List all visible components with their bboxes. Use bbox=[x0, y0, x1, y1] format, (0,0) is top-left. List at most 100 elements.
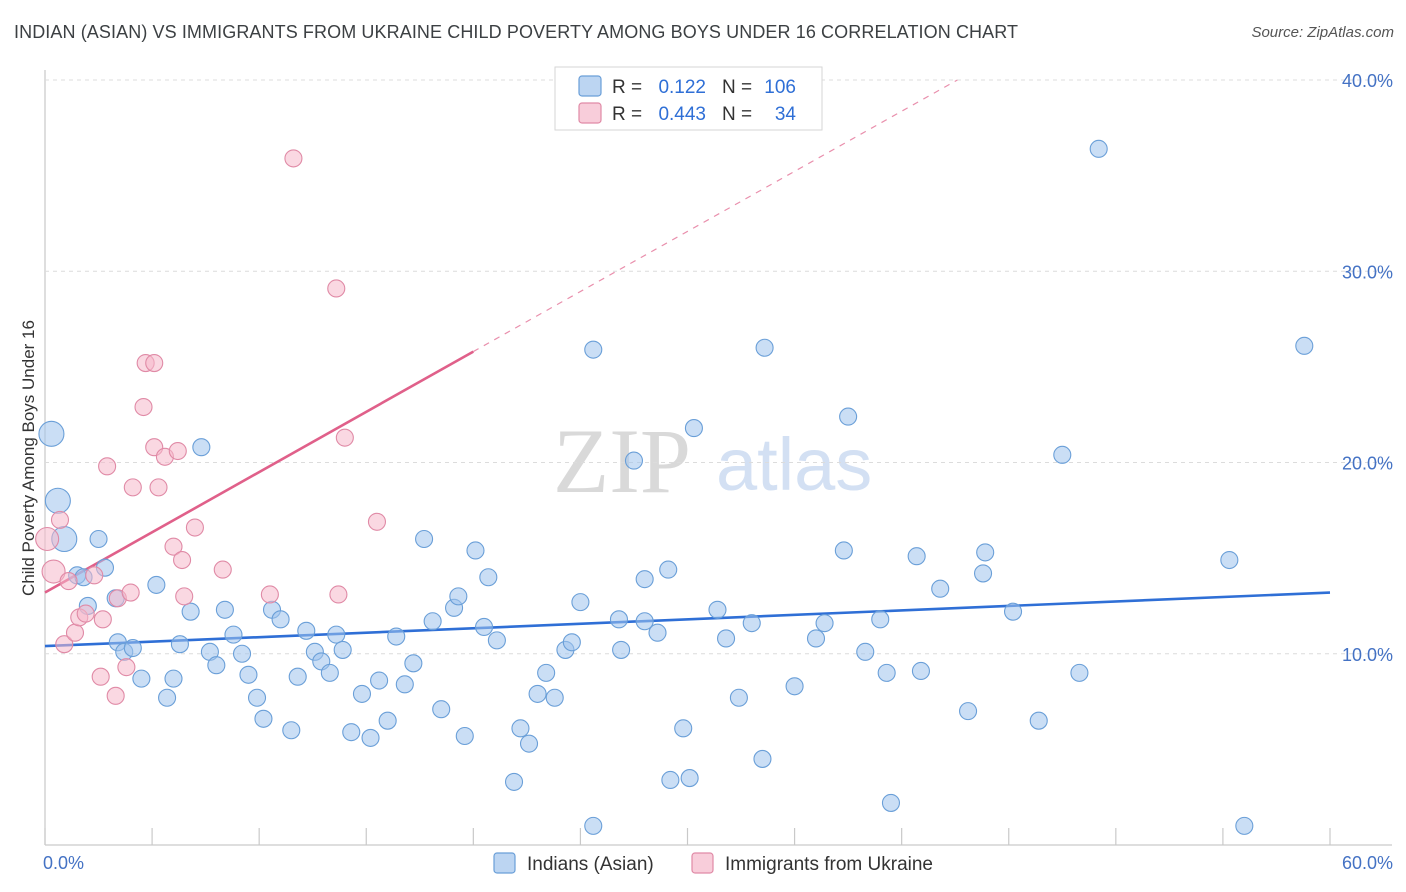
ukraine-point bbox=[59, 572, 78, 591]
ukraine-point bbox=[367, 512, 387, 531]
ukraine-point bbox=[168, 441, 187, 461]
indians-point bbox=[395, 675, 414, 694]
indians-point bbox=[1003, 602, 1023, 621]
ukraine-point bbox=[260, 585, 279, 604]
indians-point bbox=[123, 638, 142, 658]
ukraine-point bbox=[329, 585, 348, 604]
indians-point bbox=[38, 420, 65, 447]
y-tick-label: 10.0% bbox=[1342, 645, 1393, 665]
indians-point bbox=[147, 575, 166, 594]
bottom-legend-swatch-ukraine bbox=[691, 852, 714, 874]
indians-point bbox=[1070, 663, 1089, 682]
legend-swatch-indians bbox=[578, 75, 602, 97]
indians-point bbox=[479, 568, 498, 587]
indians-point bbox=[648, 623, 667, 642]
y-tick-label: 20.0% bbox=[1342, 454, 1393, 474]
ukraine-point bbox=[327, 279, 346, 298]
indians-point bbox=[1053, 445, 1072, 464]
indians-point bbox=[871, 610, 890, 629]
indians-point bbox=[753, 749, 772, 768]
indians-point bbox=[370, 671, 389, 690]
ukraine-point bbox=[41, 559, 66, 584]
indians-point bbox=[806, 629, 826, 648]
indians-point bbox=[333, 640, 352, 659]
indians-point bbox=[181, 602, 200, 621]
chart-title: INDIAN (ASIAN) VS IMMIGRANTS FROM UKRAIN… bbox=[14, 22, 1019, 42]
ukraine-point bbox=[335, 428, 354, 447]
indians-point bbox=[877, 663, 896, 682]
trend-line-extension-1 bbox=[473, 79, 958, 353]
indians-point bbox=[239, 665, 258, 684]
watermark-atlas: atlas bbox=[716, 423, 872, 506]
ukraine-point bbox=[98, 457, 117, 476]
indians-point bbox=[1295, 336, 1314, 355]
indians-point bbox=[288, 667, 307, 686]
indians-point bbox=[378, 711, 397, 730]
y-tick-label: 30.0% bbox=[1342, 262, 1393, 282]
legend-r-value-indians: 0.122 bbox=[658, 77, 706, 98]
trend-line-1 bbox=[44, 350, 474, 594]
indians-point bbox=[609, 610, 629, 629]
indians-point bbox=[635, 612, 654, 631]
chart-source: Source: ZipAtlas.com bbox=[1251, 24, 1394, 41]
indians-point bbox=[839, 407, 858, 426]
ukraine-point bbox=[284, 149, 303, 168]
indians-point bbox=[742, 614, 761, 633]
watermark: ZIP atlas bbox=[553, 410, 872, 512]
ukraine-point bbox=[145, 353, 164, 373]
indians-point bbox=[755, 338, 774, 357]
indians-point bbox=[404, 654, 423, 673]
indians-point bbox=[519, 734, 539, 753]
indians-point bbox=[232, 644, 252, 663]
ukraine-point bbox=[65, 623, 85, 642]
ukraine-point bbox=[76, 604, 95, 623]
x-tick-label-max: 60.0% bbox=[1342, 853, 1393, 873]
indians-point bbox=[164, 669, 183, 688]
indians-point bbox=[504, 772, 524, 791]
indians-point bbox=[911, 661, 930, 681]
indians-point bbox=[89, 529, 108, 549]
indians-point bbox=[487, 631, 506, 650]
indians-point bbox=[449, 587, 468, 606]
points-layer bbox=[35, 139, 1314, 835]
indians-point bbox=[415, 529, 434, 549]
indians-point bbox=[976, 543, 995, 562]
indians-point bbox=[1029, 711, 1048, 730]
legend-n-label-indians: N = bbox=[722, 77, 752, 98]
grid-lines bbox=[45, 79, 1392, 655]
legend-r-value-ukraine: 0.443 bbox=[658, 104, 706, 125]
indians-point bbox=[342, 723, 361, 742]
indians-point bbox=[612, 640, 631, 659]
indians-point bbox=[545, 688, 564, 707]
indians-point bbox=[247, 688, 267, 707]
indians-point bbox=[455, 726, 474, 746]
ukraine-point bbox=[173, 550, 192, 570]
indians-point bbox=[635, 570, 654, 589]
indians-point bbox=[973, 564, 993, 583]
ukraine-point bbox=[55, 635, 74, 654]
indians-point bbox=[674, 719, 693, 738]
indians-point bbox=[1220, 550, 1239, 570]
indians-point bbox=[856, 642, 875, 661]
indians-point bbox=[207, 656, 226, 675]
indians-point bbox=[1235, 816, 1254, 835]
indians-point bbox=[132, 669, 151, 688]
indians-point bbox=[815, 614, 834, 633]
indians-point bbox=[254, 709, 273, 728]
indians-point bbox=[684, 419, 703, 438]
ukraine-point bbox=[213, 560, 232, 579]
ukraine-point bbox=[117, 658, 136, 677]
trend-lines bbox=[44, 79, 1331, 648]
legend-r-label-ukraine: R = bbox=[612, 104, 642, 125]
indians-point bbox=[387, 627, 406, 646]
indians-point bbox=[562, 633, 581, 652]
indians-point bbox=[320, 663, 339, 682]
indians-point bbox=[584, 340, 603, 359]
indians-point bbox=[1089, 139, 1108, 158]
indians-point bbox=[680, 769, 699, 788]
indians-point bbox=[282, 721, 301, 740]
indians-point bbox=[537, 663, 556, 682]
bottom-legend-swatch-indians bbox=[493, 852, 516, 874]
stats-legend: R = 0.122 N = 106 R = 0.443 N = 34 bbox=[554, 66, 823, 131]
